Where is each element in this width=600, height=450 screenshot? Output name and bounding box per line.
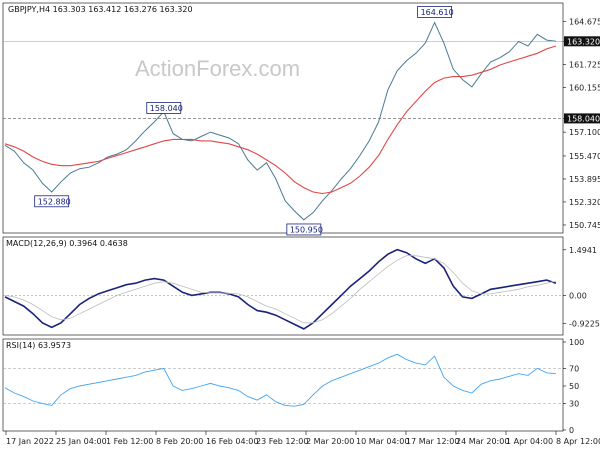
price-callouts: 164.610 158.040 152.880 150.950 — [34, 6, 454, 236]
x-tick-label: 16 Feb 04:00 — [206, 437, 258, 446]
tick-label: 1.4941 — [569, 246, 597, 255]
tick-label: 157.100 — [569, 128, 600, 137]
x-tick-label: 24 Mar 20:00 — [456, 437, 509, 446]
price-tag — [564, 113, 600, 124]
series-line-rsi — [4, 353, 557, 407]
tick-label: 160.155 — [569, 84, 600, 93]
callout-label: 158.040 — [150, 104, 183, 113]
tick-label: 0.00 — [569, 291, 587, 300]
series-line-moving-average — [4, 45, 557, 195]
tick-label: 0 — [569, 426, 574, 435]
series-line-close — [4, 21, 557, 221]
horizontal-levels — [3, 41, 563, 119]
price-tag-label: 163.320 — [567, 37, 600, 46]
x-tick-label: 8 Apr 12:00 — [556, 437, 600, 446]
callout-label: 152.880 — [38, 197, 71, 206]
x-tick-label: 17 Mar 12:00 — [406, 437, 459, 446]
callout-box — [417, 6, 452, 18]
x-tick-label: 25 Jan 04:00 — [56, 437, 107, 446]
x-tick-label: 2 Mar 20:00 — [306, 437, 354, 446]
macd-panel-frame — [2, 236, 564, 336]
x-axis: 17 Jan 2022 25 Jan 04:00 1 Feb 12:00 8 Feb … — [5, 431, 600, 446]
price-tag — [564, 36, 600, 47]
macd-series — [4, 248, 557, 330]
x-tick-label: 1 Apr 04:00 — [506, 437, 553, 446]
tick-label: 150.745 — [569, 221, 600, 230]
macd-panel: MACD(12,26,9) 0.3964 0.4638 1.4941 0.00 -0… — [2, 236, 600, 336]
x-tick-label: 10 Mar 04:00 — [356, 437, 409, 446]
x-tick-label: 1 Feb 12:00 — [106, 437, 153, 446]
tick-label: 161.725 — [569, 61, 600, 70]
tick-label: 100 — [569, 338, 584, 347]
tick-label: 70 — [569, 364, 579, 373]
callout-box — [34, 195, 70, 208]
series-line-macd — [4, 248, 557, 330]
callout-label: 164.610 — [421, 8, 454, 17]
macd-label: MACD(12,26,9) 0.3964 0.4638 — [6, 239, 128, 248]
chart-header: GBPJPY,H4 163.303 163.412 163.276 163.32… — [8, 5, 193, 14]
rsi-series — [4, 353, 557, 407]
price-series — [4, 21, 557, 221]
tick-label: -0.9225 — [569, 320, 600, 329]
callout-label: 150.950 — [290, 225, 323, 234]
tick-label: 155.470 — [569, 152, 600, 161]
rsi-panel: RSI(14) 63.9573 100 70 50 30 0 — [2, 338, 584, 435]
x-tick-label: 8 Feb 20:00 — [156, 437, 203, 446]
rsi-panel-frame — [2, 338, 564, 432]
x-tick-label: 17 Jan 2022 — [6, 437, 54, 446]
price-panel: GBPJPY,H4 163.303 163.412 163.276 163.32… — [2, 2, 600, 236]
price-tags: 163.320 158.040 — [564, 36, 600, 124]
watermark: ActionForex.com — [135, 56, 300, 81]
tick-label: 50 — [569, 382, 579, 391]
callout-box — [286, 223, 322, 236]
rsi-label: RSI(14) 63.9573 — [6, 341, 71, 350]
tick-label: 30 — [569, 400, 579, 409]
tick-label: 153.895 — [569, 175, 600, 184]
x-tick-label: 23 Feb 12:00 — [256, 437, 308, 446]
tick-label: 164.675 — [569, 18, 600, 27]
price-panel-frame — [2, 2, 564, 234]
series-line-signal — [4, 255, 557, 324]
tick-label: 152.320 — [569, 198, 600, 207]
rsi-axis: 100 70 50 30 0 — [3, 338, 584, 435]
price-tag-label: 158.040 — [567, 114, 600, 123]
callout-box — [146, 102, 182, 114]
